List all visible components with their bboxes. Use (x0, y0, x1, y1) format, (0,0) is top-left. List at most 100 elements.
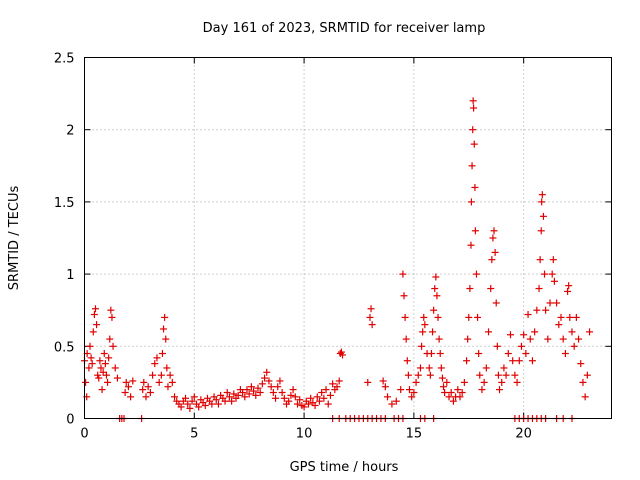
data-point (329, 380, 337, 388)
data-point (487, 285, 495, 293)
data-point (467, 198, 475, 206)
data-point (111, 364, 119, 372)
data-point (454, 386, 462, 394)
data-point (208, 400, 216, 408)
data-point (163, 364, 171, 372)
data-point (158, 350, 166, 358)
data-point (533, 306, 541, 314)
data-point (557, 313, 565, 321)
data-point (476, 371, 484, 379)
chart-title: Day 161 of 2023, SRMTID for receiver lam… (203, 21, 486, 36)
data-point (410, 389, 418, 397)
grid-lines (84, 57, 612, 419)
data-point (541, 270, 549, 278)
data-point (399, 270, 407, 278)
data-point (435, 335, 443, 343)
data-point (160, 325, 168, 333)
data-point (88, 360, 96, 368)
data-point (228, 397, 236, 405)
data-point (431, 285, 439, 293)
data-point (531, 328, 539, 336)
data-point (549, 256, 557, 264)
data-point (89, 328, 97, 336)
x-tick-label: 20 (515, 427, 532, 442)
data-point (456, 393, 464, 401)
data-point (388, 400, 396, 408)
data-point (471, 227, 479, 235)
data-point (307, 394, 315, 402)
y-tick-label: 2 (66, 124, 74, 139)
data-point (445, 393, 453, 401)
data-point (449, 397, 457, 405)
data-point (561, 350, 569, 358)
data-point (478, 386, 486, 394)
data-point (433, 292, 441, 300)
data-point (522, 350, 530, 358)
data-point (430, 306, 438, 314)
data-point (460, 378, 468, 386)
data-point (470, 104, 478, 112)
data-point (469, 126, 477, 134)
data-point (570, 342, 578, 350)
data-point (465, 313, 473, 321)
data-point (124, 383, 132, 391)
data-point (559, 335, 567, 343)
data-point (315, 397, 323, 405)
data-point (537, 227, 545, 235)
data-point (85, 364, 93, 372)
data-point (254, 384, 262, 392)
data-point (164, 383, 172, 391)
data-point (221, 397, 229, 405)
data-point (171, 393, 179, 401)
data-point (577, 360, 585, 368)
data-point (469, 97, 477, 105)
data-point (520, 331, 528, 339)
data-point (140, 378, 148, 386)
data-point (474, 313, 482, 321)
data-point (490, 227, 498, 235)
data-point (555, 321, 563, 329)
data-point (291, 393, 299, 401)
data-point (272, 394, 280, 402)
data-point (392, 397, 400, 405)
data-point (466, 285, 474, 293)
data-point (482, 364, 490, 372)
data-point (161, 313, 169, 321)
data-point (144, 383, 152, 391)
data-point (269, 389, 277, 397)
data-point (104, 378, 112, 386)
data-point (397, 386, 405, 394)
data-point (105, 354, 113, 362)
data-point (258, 380, 266, 388)
data-point (250, 387, 258, 395)
data-point (245, 390, 253, 398)
x-tick-label: 0 (80, 427, 88, 442)
data-point (186, 404, 194, 412)
data-point (539, 212, 547, 220)
data-point (421, 321, 429, 329)
data-point (513, 378, 521, 386)
data-point (403, 357, 411, 365)
data-point (581, 393, 589, 401)
data-point (239, 389, 247, 397)
data-point (151, 360, 159, 368)
data-point (458, 389, 466, 397)
data-point (162, 335, 170, 343)
data-point (182, 394, 190, 402)
data-point (188, 397, 196, 405)
data-point (542, 306, 550, 314)
data-point (300, 403, 308, 411)
y-tick-label: 0 (66, 413, 74, 428)
data-point (491, 248, 499, 256)
data-point (565, 282, 573, 290)
data-point (95, 374, 103, 382)
data-point (168, 378, 176, 386)
plot-frame (84, 57, 612, 419)
data-point (304, 400, 312, 408)
data-point (405, 386, 413, 394)
data-point (324, 400, 332, 408)
data-point (494, 371, 502, 379)
data-point (568, 328, 576, 336)
data-point (82, 378, 90, 386)
data-point (408, 393, 416, 401)
